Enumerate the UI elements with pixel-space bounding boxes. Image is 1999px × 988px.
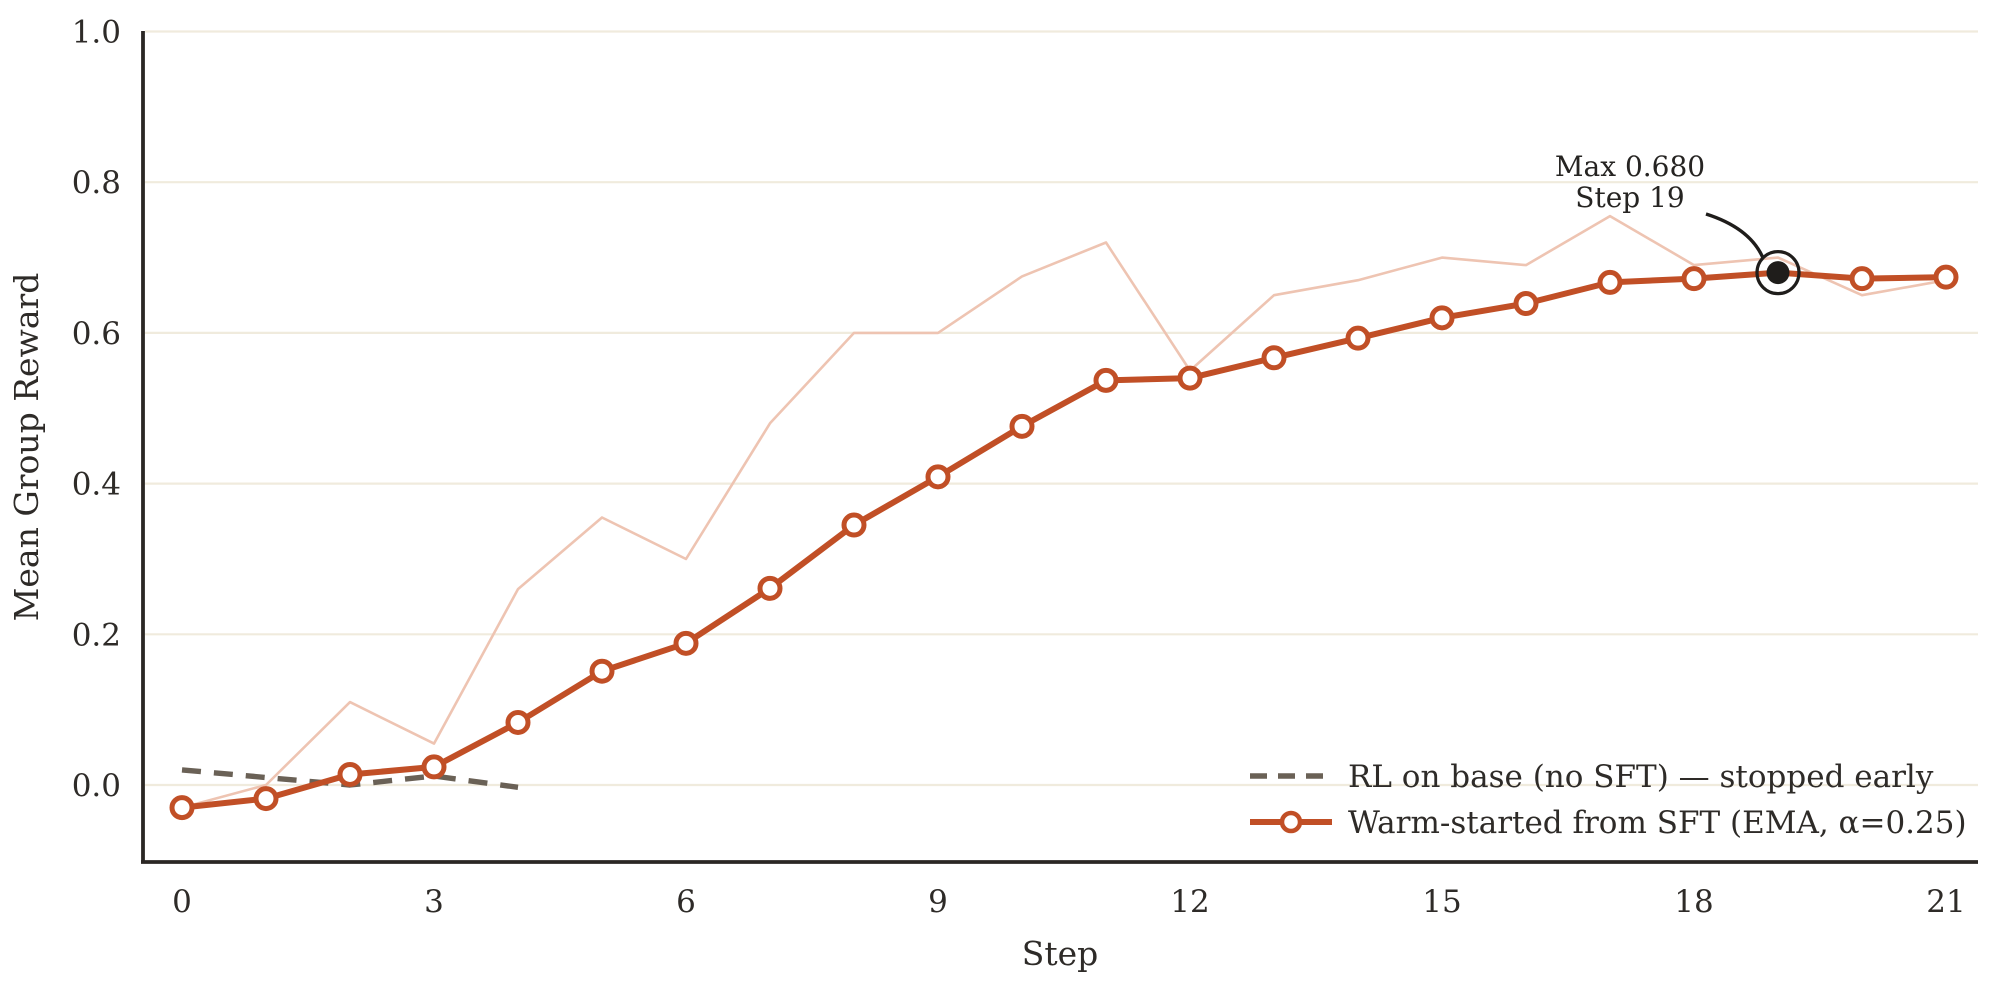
y-axis-label: Mean Group Reward	[7, 273, 46, 622]
y-tick-label: 1.0	[72, 15, 121, 51]
ema-marker	[673, 630, 699, 656]
x-tick-label: 6	[676, 884, 696, 920]
legend: RL on base (no SFT) — stopped early Warm…	[1250, 759, 1967, 841]
ema-marker	[841, 512, 867, 538]
legend-label-rl-base: RL on base (no SFT) — stopped early	[1348, 759, 1934, 795]
ema-marker	[1261, 345, 1287, 371]
x-tick-label: 0	[172, 884, 192, 920]
ema-marker	[925, 464, 951, 490]
ema-marker	[1597, 269, 1623, 295]
x-tick-label: 3	[424, 884, 444, 920]
x-tick-label: 18	[1674, 884, 1713, 920]
x-tick-label: 9	[928, 884, 948, 920]
max-point-highlight-group	[1755, 250, 1801, 296]
x-tick-label: 15	[1422, 884, 1461, 920]
ema-marker	[1513, 291, 1539, 317]
legend-swatch-ema-marker	[1279, 810, 1303, 834]
series-group	[179, 214, 1949, 811]
ema-marker	[421, 754, 447, 780]
legend-label-warm-started: Warm-started from SFT (EMA, α=0.25)	[1348, 805, 1967, 841]
markers-group	[169, 264, 1959, 821]
ema-marker	[253, 786, 279, 812]
max-annotation: Max 0.680 Step 19	[1555, 150, 1765, 259]
y-tick-label: 0.4	[72, 467, 121, 503]
ema-marker	[1345, 325, 1371, 351]
x-axis-label: Step	[1022, 934, 1099, 973]
annotation-leader-line	[1705, 212, 1765, 259]
y-tick-label: 0.2	[72, 617, 121, 653]
ema-marker	[589, 658, 615, 684]
ema-marker	[1093, 367, 1119, 393]
annotation-max-value-text: Max 0.680	[1555, 150, 1705, 183]
ema-marker	[337, 761, 363, 787]
ema-marker	[1849, 266, 1875, 292]
series-line-raw	[180, 214, 1948, 809]
ema-marker	[1177, 365, 1203, 391]
x-tick-label: 12	[1170, 884, 1209, 920]
x-tick-label: 21	[1926, 884, 1965, 920]
ema-marker	[505, 709, 531, 735]
series-line-ema	[179, 269, 1949, 811]
ema-marker	[169, 795, 195, 821]
y-tick-label: 0.8	[72, 165, 121, 201]
ema-marker	[1681, 266, 1707, 292]
gridlines-group	[145, 30, 1978, 787]
tick-labels-group: 0.0 0.2 0.4 0.6 0.8 1.0 0 3 6 9 12 15 18 21	[72, 15, 1966, 921]
max-point-ring	[1755, 250, 1801, 296]
y-tick-label: 0.6	[72, 316, 121, 352]
ema-marker	[757, 575, 783, 601]
annotation-step-text: Step 19	[1575, 181, 1684, 214]
ema-marker	[1009, 413, 1035, 439]
axes-spines-group	[141, 31, 1978, 864]
max-point-dot	[1766, 261, 1790, 285]
ema-marker	[1429, 305, 1455, 331]
y-tick-label: 0.0	[72, 768, 121, 804]
ema-marker	[1933, 264, 1959, 290]
